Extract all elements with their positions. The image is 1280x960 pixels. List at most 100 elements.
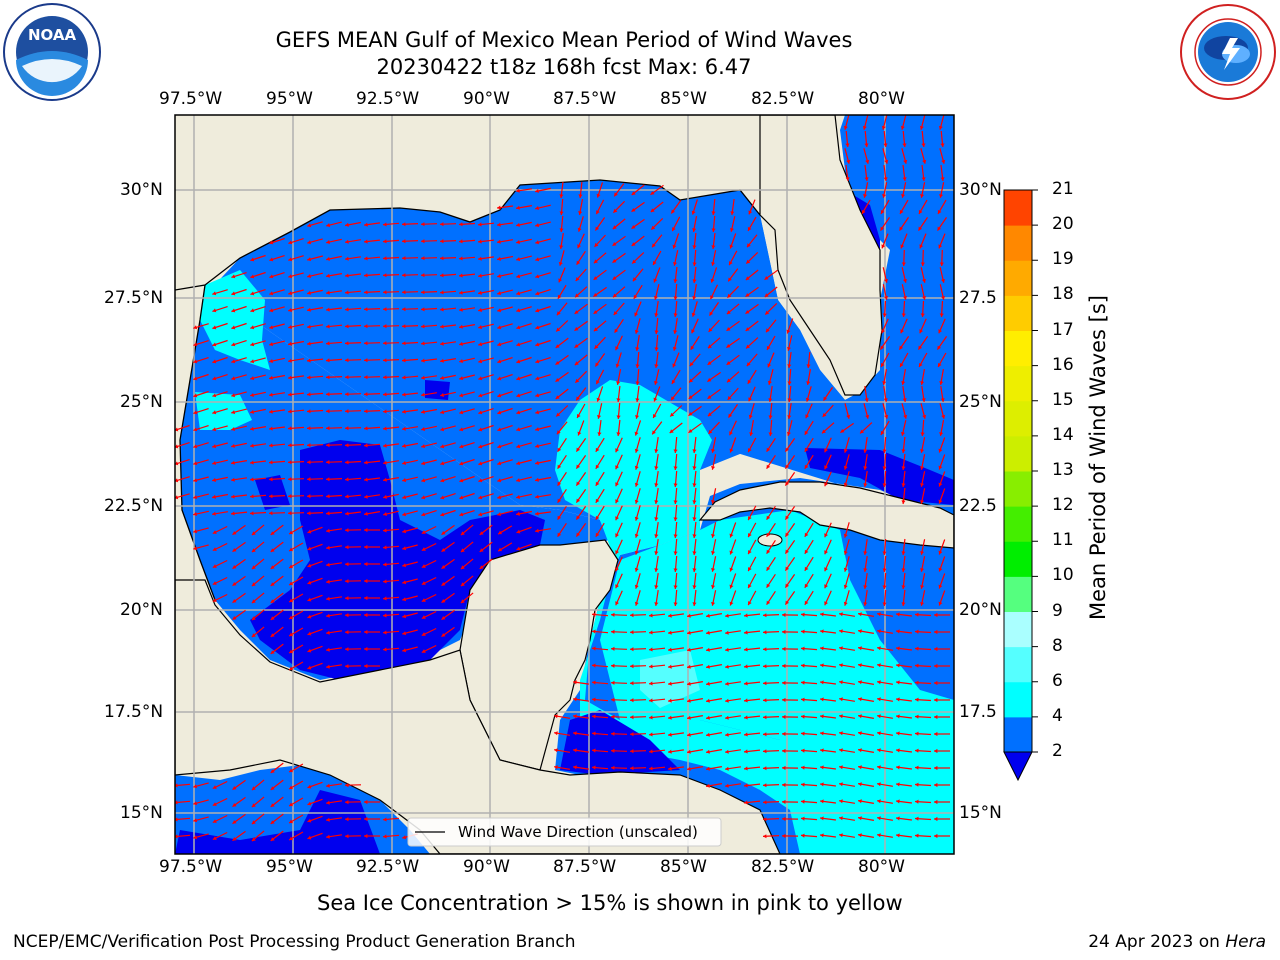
wave-arrow-head	[915, 612, 919, 617]
wave-arrow-head	[251, 599, 256, 604]
wave-arrow-head	[554, 748, 558, 753]
wave-arrow-head	[212, 461, 216, 465]
wave-arrow-head	[920, 483, 925, 487]
wave-arrow-head	[516, 511, 520, 516]
wave-arrow-head	[764, 276, 769, 280]
wave-arrow-head	[630, 766, 634, 771]
wave-arrow-head	[578, 194, 583, 198]
wave-arrow-head	[824, 584, 828, 589]
wave-arrow-head	[459, 256, 463, 261]
wave-arrow-head	[288, 291, 293, 296]
wave-arrow-head	[801, 833, 805, 838]
wave-arrow-head	[559, 228, 564, 232]
colorbar-tick-label: 13	[1052, 460, 1074, 480]
lon-label-bottom: 90°W	[463, 857, 510, 877]
wave-arrow-head	[421, 341, 425, 346]
colorbar-tick-label: 6	[1052, 670, 1063, 691]
wave-arrow-head	[596, 397, 601, 402]
colorbar-tick-label: 15	[1052, 389, 1074, 410]
wave-arrow-head	[232, 548, 237, 552]
wave-arrow-head	[877, 765, 881, 770]
map-subtitle: 20230422 t18z 168h fcst Max: 6.47	[376, 55, 752, 79]
wave-arrow-head	[877, 833, 881, 838]
wave-arrow-head	[592, 663, 596, 668]
wave-arrow-head	[630, 715, 634, 720]
wave-arrow-head	[326, 426, 330, 431]
wave-arrow-head	[845, 177, 850, 181]
wave-arrow-head	[402, 546, 407, 551]
wave-arrow-head	[383, 579, 387, 584]
wave-arrow-head	[402, 256, 406, 261]
wave-arrow-head	[744, 766, 748, 771]
wave-arrow-head	[839, 731, 843, 736]
colorbar-segment	[1004, 681, 1032, 718]
wave-arrow-head	[595, 481, 600, 486]
wave-arrow-head	[864, 177, 869, 181]
wave-arrow-head	[326, 783, 330, 788]
wave-arrow-head	[915, 833, 919, 838]
wave-arrow-head	[729, 431, 733, 436]
wave-arrow-head	[938, 329, 942, 334]
wave-arrow-head	[326, 375, 330, 380]
wave-arrow-head	[326, 256, 330, 261]
wave-arrow-head	[441, 599, 446, 603]
wave-arrow-head	[383, 426, 387, 431]
wave-arrow-head	[920, 551, 925, 555]
wave-arrow-head	[307, 665, 312, 670]
wave-arrow-head	[516, 529, 521, 534]
lat-label-left: 17.5°N	[104, 702, 164, 722]
wave-arrow-head	[744, 749, 748, 754]
wave-arrow-head	[497, 325, 502, 330]
wave-arrow-head	[763, 766, 767, 771]
wave-arrow-head	[630, 630, 634, 635]
wave-arrow-head	[766, 532, 771, 537]
wave-arrow-head	[763, 698, 767, 703]
wave-arrow-head	[934, 782, 938, 788]
wave-arrow-head	[767, 380, 772, 385]
wave-arrow-head	[611, 697, 615, 702]
wave-arrow-head	[345, 256, 349, 261]
wave-arrow-head	[668, 749, 672, 754]
colorbar-segment	[1004, 646, 1032, 683]
wave-arrow-head	[554, 731, 558, 736]
wave-arrow-head	[915, 629, 919, 634]
wave-arrow-head	[877, 782, 881, 787]
wave-arrow-head	[673, 517, 678, 521]
wave-arrow-head	[175, 495, 179, 500]
wave-arrow-head	[577, 431, 582, 436]
wave-arrow-head	[459, 290, 463, 295]
wave-arrow-head	[402, 460, 406, 465]
wave-arrow-head	[535, 427, 540, 432]
wave-arrow-head	[307, 358, 311, 363]
wave-arrow-head	[920, 466, 925, 470]
wave-arrow-head	[941, 159, 946, 164]
wave-arrow-head	[364, 664, 368, 669]
wave-arrow-head	[614, 328, 619, 333]
wave-arrow-head	[326, 664, 330, 669]
wave-arrow-head	[402, 580, 407, 585]
wave-arrow-head	[193, 835, 198, 840]
wave-arrow-head	[896, 646, 900, 651]
wave-arrow-head	[915, 680, 919, 685]
wave-arrow-head	[595, 532, 600, 537]
wave-arrow-head	[516, 308, 521, 313]
wave-arrow-head	[307, 835, 312, 840]
wave-arrow-head	[440, 393, 444, 397]
lat-label-left: 25°N	[120, 392, 163, 412]
wave-arrow-head	[820, 714, 824, 719]
wave-arrow-head	[611, 748, 615, 753]
wave-arrow-head	[782, 612, 786, 617]
wave-arrow-head	[383, 817, 387, 822]
wave-arrow-head	[516, 325, 521, 330]
wave-arrow-head	[326, 290, 330, 295]
wave-arrow-head	[649, 749, 653, 754]
wave-arrow-head	[729, 567, 734, 572]
darkblue-bay-campeche	[250, 440, 545, 680]
wave-arrow-head	[672, 227, 676, 232]
wave-arrow-head	[440, 512, 445, 517]
wave-arrow-head	[364, 477, 368, 482]
wave-arrow-head	[288, 375, 292, 380]
wave-arrow-head	[232, 786, 237, 790]
wave-arrow-head	[744, 647, 748, 652]
wave-arrow-head	[440, 256, 444, 261]
